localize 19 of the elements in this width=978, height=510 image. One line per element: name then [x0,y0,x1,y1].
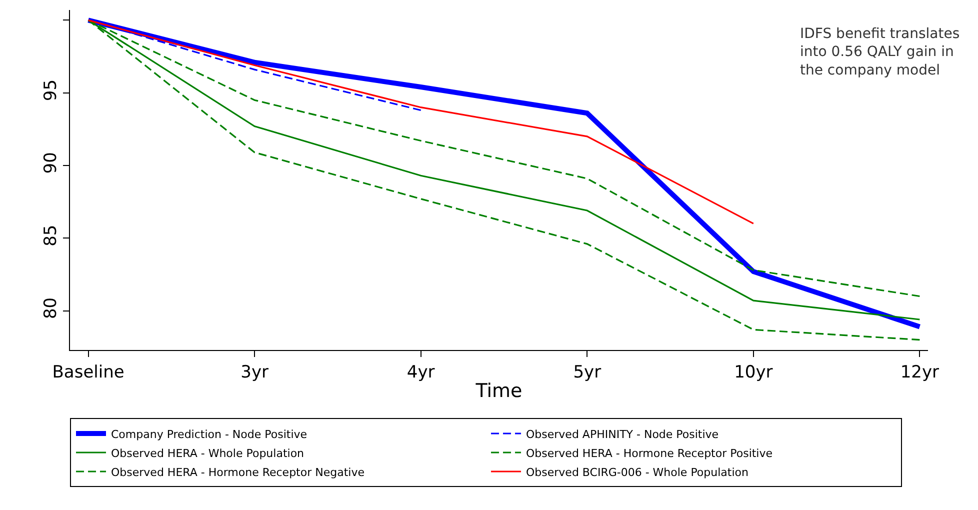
line-series [87,19,754,224]
legend-label: Observed APHINITY - Node Positive [526,428,719,441]
legend-label: Observed HERA - Hormone Receptor Negative [111,466,365,479]
legend-label: Company Prediction - Node Positive [111,428,308,441]
x-tick-label: Baseline [52,362,124,382]
x-tick-label: 5yr [573,362,602,382]
legend-label: Observed HERA - Hormone Receptor Positive [526,446,773,460]
y-tick-label: 95 [41,79,62,102]
x-tick-label: 4yr [406,362,435,382]
y-tick-label: 90 [41,152,62,174]
x-axis-title: Time [474,380,522,402]
legend-label: Observed HERA - Whole Population [111,446,304,460]
y-tick-label: 85 [41,224,62,246]
x-tick-label: 10yr [734,362,773,382]
legend-label: Observed BCIRG-006 - Whole Population [526,466,749,479]
y-tick-label: 80 [41,297,62,320]
x-tick-label: 12yr [900,362,940,382]
annotation: IDFS benefit translates into 0.56 QALY gain in the company model [800,26,960,78]
x-tick-label: 3yr [240,362,269,382]
